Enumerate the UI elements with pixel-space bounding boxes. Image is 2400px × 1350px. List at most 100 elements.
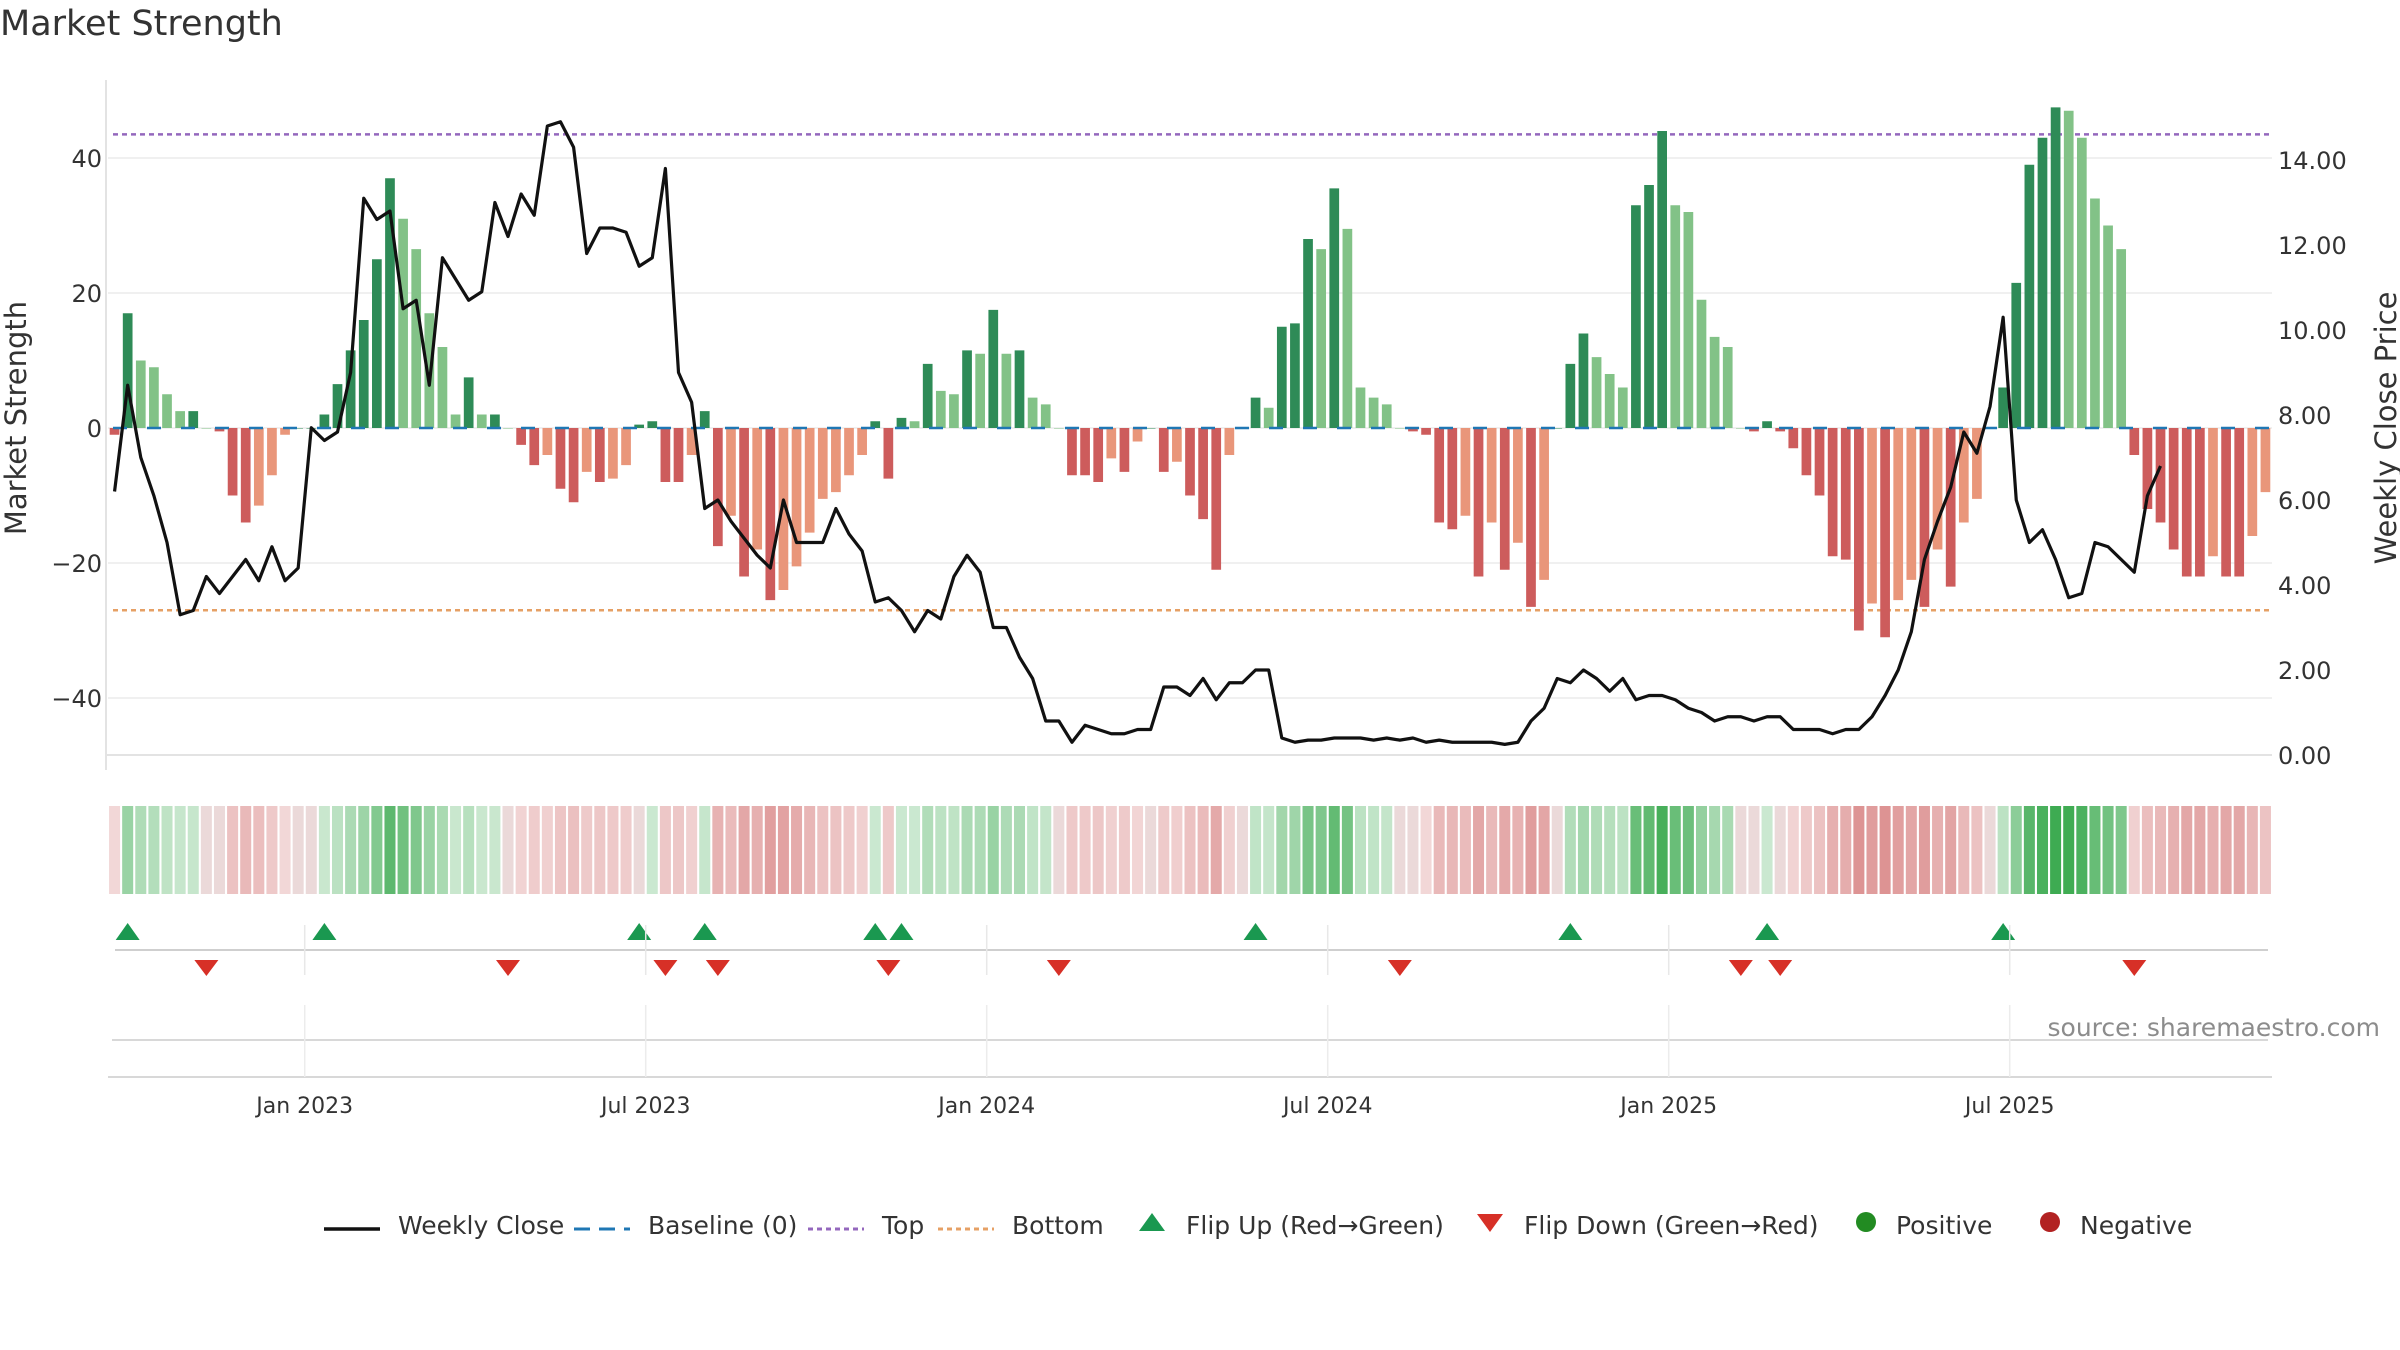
strength-bar <box>1381 404 1392 428</box>
heat-cell <box>568 806 580 894</box>
strength-bar <box>686 428 697 455</box>
weekly-close-series <box>112 120 2162 746</box>
strength-bar <box>962 350 972 428</box>
flip-up-marker <box>627 923 652 940</box>
heat-cell <box>554 806 566 894</box>
strength-bar <box>490 414 500 428</box>
heat-cell <box>2141 806 2153 894</box>
strength-bar <box>2208 428 2218 557</box>
y-axis-label: Market Strength <box>0 301 33 535</box>
flip-down-marker <box>194 960 219 976</box>
strength-bar <box>988 309 999 428</box>
heat-cell <box>332 806 344 894</box>
heat-cell <box>1092 806 1104 894</box>
heat-cell <box>1840 806 1852 894</box>
heat-cell <box>1263 806 1275 894</box>
strength-bar <box>1565 363 1576 428</box>
strength-bar <box>594 428 605 482</box>
flip-down-marker <box>1046 960 1071 976</box>
strength-bar <box>2221 428 2231 577</box>
heat-cell <box>581 806 593 894</box>
heat-cell <box>1525 806 1537 894</box>
strength-bar <box>621 428 631 466</box>
heat-cell <box>1814 806 1826 894</box>
heat-cell <box>1459 806 1471 894</box>
heat-cell <box>2089 806 2101 894</box>
strength-bar <box>1447 428 1458 530</box>
strength-bars <box>109 107 2271 638</box>
heat-cell <box>410 806 422 894</box>
heat-cell <box>515 806 527 894</box>
heat-cell <box>1433 806 1445 894</box>
dashed-line-icon <box>572 1211 632 1240</box>
strength-bar <box>1814 428 1825 496</box>
heat-cell <box>1236 806 1248 894</box>
heat-cell <box>1695 806 1707 894</box>
strength-bar <box>2195 428 2205 577</box>
strength-bar <box>555 428 566 489</box>
heat-cell <box>895 806 907 894</box>
y2-tick-label: 2.00 <box>2278 657 2331 685</box>
heat-cell <box>1132 806 1144 894</box>
heat-cell <box>187 806 199 894</box>
flip-markers <box>115 923 2268 976</box>
heat-cell <box>253 806 265 894</box>
strength-bar <box>293 428 304 429</box>
strength-bar <box>529 428 540 466</box>
heat-cell <box>436 806 448 894</box>
strength-bar <box>1657 131 1667 428</box>
strength-bar <box>1198 428 1208 520</box>
heat-cell <box>1538 806 1550 894</box>
heat-cell <box>135 806 147 894</box>
strength-bar <box>1893 428 1904 601</box>
strength-bar <box>411 249 422 428</box>
heat-cell <box>1486 806 1498 894</box>
y-tick-label: −20 <box>51 550 102 578</box>
strength-bar <box>2063 110 2074 428</box>
y-tick-label: 40 <box>71 145 102 173</box>
heat-cell <box>292 806 304 894</box>
strength-bar <box>1486 428 1497 523</box>
heat-cell <box>646 806 658 894</box>
y2-tick-label: 8.00 <box>2278 402 2331 430</box>
strength-bar <box>162 394 172 428</box>
triangle-down-icon <box>1472 1210 1508 1240</box>
strength-bar <box>935 390 946 428</box>
heat-cell <box>1918 806 1930 894</box>
heat-cell <box>384 806 396 894</box>
strength-bar <box>398 218 408 428</box>
strength-bar <box>1670 205 1681 428</box>
strength-bar <box>201 428 212 429</box>
strength-bar <box>1617 387 1628 428</box>
strength-bar <box>1932 428 1943 550</box>
heat-cell <box>1551 806 1563 894</box>
heat-cell <box>1354 806 1367 894</box>
heat-cell <box>1000 806 1012 894</box>
strength-bar <box>752 428 763 550</box>
heat-cell <box>1171 806 1183 894</box>
heat-cell <box>1735 806 1747 894</box>
heat-cell <box>856 806 868 894</box>
y-tick-label: −40 <box>51 685 102 713</box>
heat-cell <box>1761 806 1773 894</box>
strength-bar <box>1526 428 1536 607</box>
legend: Weekly Close Baseline (0) Top Bottom Fli… <box>0 1205 2400 1245</box>
strength-bar <box>1945 428 1956 587</box>
heat-cell <box>541 806 553 894</box>
strength-bar <box>1421 428 1431 435</box>
heat-cell <box>463 806 475 894</box>
heat-cell <box>1866 806 1878 894</box>
strength-bar <box>975 353 986 428</box>
heat-cell <box>200 806 212 894</box>
heat-cell <box>528 806 540 894</box>
heat-cell <box>633 806 645 894</box>
strength-bar <box>2103 225 2113 428</box>
strength-bar <box>1788 428 1799 449</box>
strength-bar <box>791 428 802 567</box>
heat-cell <box>1774 806 1786 894</box>
strength-bar <box>1827 428 1838 557</box>
legend-bottom: Bottom <box>936 1205 1104 1245</box>
strength-bar <box>608 428 618 479</box>
strength-bar <box>778 428 789 590</box>
heat-cell <box>1184 806 1196 894</box>
